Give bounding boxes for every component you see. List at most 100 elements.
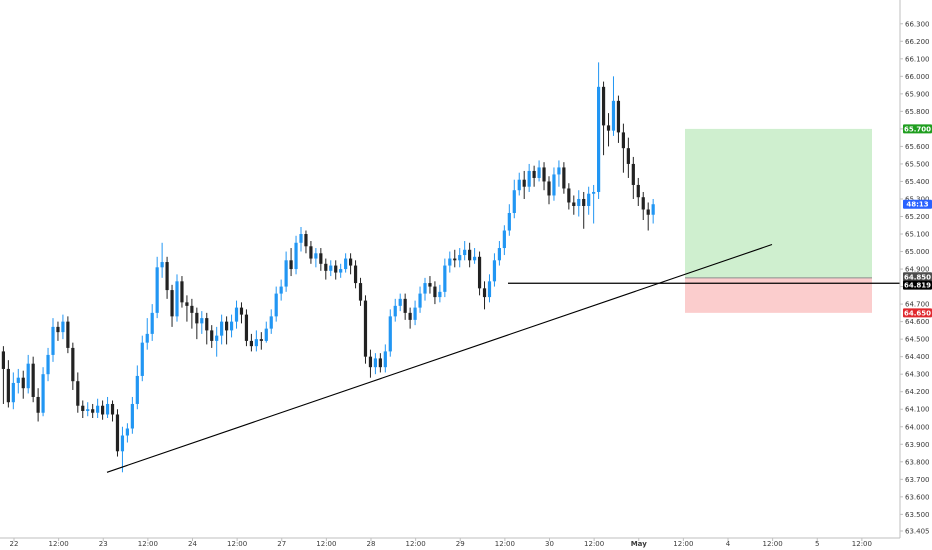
candle bbox=[16, 368, 20, 394]
candle bbox=[334, 260, 338, 280]
candle-body bbox=[368, 356, 373, 368]
candle-body bbox=[319, 253, 323, 264]
candle bbox=[597, 62, 601, 199]
candle bbox=[572, 195, 576, 215]
candle bbox=[145, 318, 149, 350]
candle-body bbox=[190, 305, 194, 313]
candle-body bbox=[225, 321, 229, 331]
candle bbox=[438, 284, 442, 303]
candle-body bbox=[398, 298, 402, 306]
candle-body bbox=[349, 258, 353, 266]
price-tag-label: 64.650 bbox=[904, 309, 931, 317]
candle bbox=[458, 248, 462, 268]
candle-body bbox=[473, 256, 477, 261]
candle bbox=[482, 281, 487, 310]
time-tick-label: 4 bbox=[726, 540, 731, 548]
candle bbox=[215, 326, 219, 357]
candle bbox=[631, 156, 635, 199]
candle bbox=[130, 396, 134, 434]
trendline[interactable] bbox=[106, 244, 773, 473]
target-zone[interactable] bbox=[685, 128, 872, 278]
candle-body bbox=[482, 288, 487, 298]
candle-body bbox=[229, 321, 234, 331]
candle-body bbox=[353, 265, 358, 284]
candle-body bbox=[66, 321, 70, 348]
candle-body bbox=[294, 242, 298, 270]
candle-body bbox=[76, 381, 80, 406]
price-tag-label: 64.850 bbox=[904, 273, 931, 281]
candle bbox=[249, 333, 253, 352]
candle bbox=[557, 160, 561, 187]
candle-body bbox=[626, 148, 630, 164]
candle bbox=[324, 258, 328, 280]
candle bbox=[319, 248, 323, 271]
candle-body bbox=[597, 86, 601, 192]
candle-body bbox=[21, 377, 25, 389]
candle-body bbox=[155, 267, 159, 313]
candle bbox=[507, 204, 511, 236]
candle bbox=[542, 162, 546, 191]
candle bbox=[56, 321, 60, 341]
candle bbox=[264, 321, 268, 343]
candle-body bbox=[631, 163, 635, 185]
candle bbox=[349, 253, 353, 275]
time-tick-label: 12:00 bbox=[673, 540, 693, 548]
candle bbox=[616, 95, 621, 143]
candle bbox=[339, 263, 343, 278]
time-axis[interactable]: 22 12:00 23 12:00 24 12:00 27 12:00 28 12:00 29 12:… bbox=[10, 538, 872, 548]
price-tick-label: 65.900 bbox=[905, 90, 930, 98]
candle bbox=[239, 302, 244, 324]
candle-body bbox=[646, 209, 650, 215]
candle bbox=[527, 163, 531, 192]
candle-body bbox=[373, 358, 377, 368]
candle-body bbox=[502, 230, 506, 249]
candle bbox=[522, 170, 526, 199]
time-tick-label: 5 bbox=[815, 540, 819, 548]
candle-body bbox=[329, 265, 333, 271]
candle bbox=[517, 172, 521, 196]
candle-body bbox=[215, 335, 219, 341]
candle-body bbox=[31, 363, 35, 397]
price-tick-label: 66.000 bbox=[905, 73, 930, 81]
candle-body bbox=[453, 258, 457, 261]
candle bbox=[477, 251, 482, 296]
candle bbox=[284, 251, 288, 292]
candle bbox=[567, 183, 571, 210]
candle bbox=[135, 365, 139, 410]
candle-body bbox=[314, 253, 318, 259]
candle bbox=[373, 353, 377, 375]
candle bbox=[403, 293, 407, 320]
candle-body bbox=[51, 326, 55, 355]
price-tick-label: 64.400 bbox=[905, 353, 930, 361]
candle bbox=[433, 281, 437, 305]
candle-body bbox=[140, 342, 144, 376]
candle-body bbox=[532, 170, 536, 178]
candle-body bbox=[592, 191, 596, 194]
candle-body bbox=[522, 179, 526, 187]
price-tag-box bbox=[903, 280, 932, 290]
price-axis[interactable]: 66.300 66.200 66.100 66.000 65.900 65.800 65.7… bbox=[900, 20, 930, 536]
candle-body bbox=[363, 300, 368, 357]
candle-body bbox=[11, 382, 15, 403]
price-tick-label: 65.400 bbox=[905, 178, 930, 186]
price-tick-label: 66.300 bbox=[905, 20, 930, 28]
candle bbox=[190, 298, 194, 329]
price-tag-label: 65.700 bbox=[904, 125, 931, 133]
candle bbox=[497, 241, 501, 266]
candle bbox=[81, 400, 85, 418]
candle bbox=[651, 198, 655, 224]
candle-body bbox=[448, 258, 452, 266]
candle bbox=[269, 309, 273, 334]
candle-body bbox=[562, 167, 566, 189]
candle bbox=[473, 248, 477, 264]
price-tick-label: 64.300 bbox=[905, 371, 930, 379]
candle bbox=[532, 165, 536, 187]
candle-body bbox=[96, 405, 100, 413]
price-tick-label: 65.200 bbox=[905, 213, 930, 221]
candle-body bbox=[477, 256, 482, 289]
candle bbox=[66, 316, 70, 354]
candle bbox=[61, 314, 65, 340]
candle-body bbox=[254, 339, 258, 347]
